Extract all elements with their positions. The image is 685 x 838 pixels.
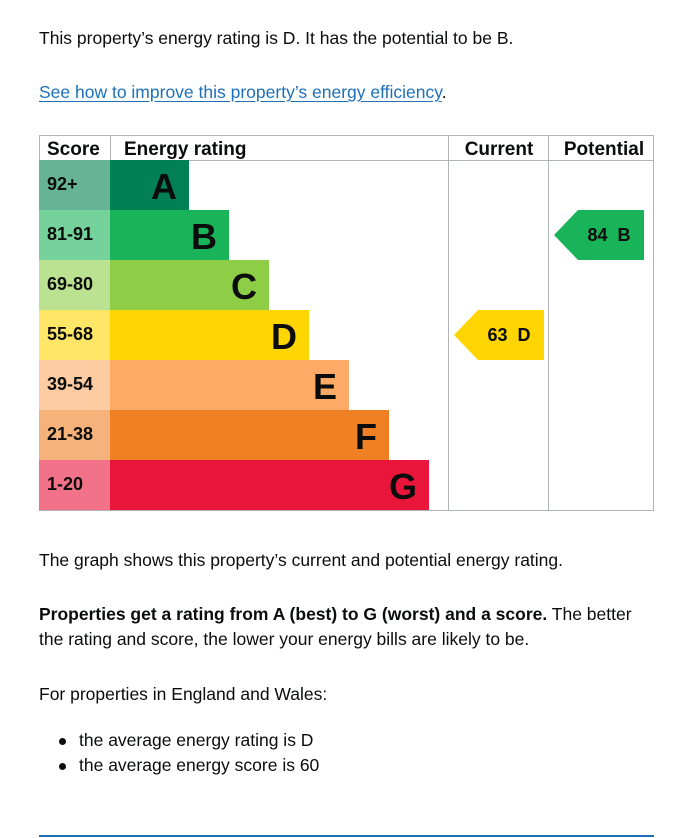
list-item: the average energy score is 60	[39, 753, 319, 778]
band-row: 92+ A	[39, 160, 189, 210]
band-letter: C	[231, 266, 257, 307]
graph-note: The graph shows this property’s current …	[39, 550, 564, 570]
list-item: the average energy rating is D	[39, 728, 319, 753]
header-current: Current	[465, 139, 534, 160]
band-bar	[110, 310, 309, 360]
section-divider	[39, 835, 654, 837]
bands-layer: 92+ A 81-91 B 69-80 C 55-68 D 39-54 E	[39, 160, 429, 510]
band-range-label: 55-68	[47, 324, 93, 344]
band-range-cell	[39, 210, 110, 260]
band-bar	[110, 160, 189, 210]
current-rating-arrow	[454, 310, 544, 360]
band-bar	[110, 260, 269, 310]
potential-rating-arrow	[554, 210, 644, 260]
band-bar	[110, 210, 229, 260]
band-letter: G	[389, 466, 417, 507]
band-row: 69-80 C	[39, 260, 269, 310]
band-range-cell	[39, 310, 110, 360]
band-bar	[110, 410, 389, 460]
band-letter: F	[355, 416, 377, 457]
current-rating-label: 63 D	[487, 325, 530, 345]
band-letter: A	[151, 166, 177, 207]
energy-rating-chart: Score Energy rating Current Potential 92…	[39, 135, 654, 511]
header-potential: Potential	[564, 139, 644, 160]
band-row: 1-20 G	[39, 460, 429, 510]
rating-summary: This property’s energy rating is D. It h…	[39, 28, 514, 48]
current-rating-marker: 63 D	[454, 310, 544, 360]
band-range-label: 21-38	[47, 424, 93, 444]
band-range-label: 92+	[47, 174, 78, 194]
potential-rating-label: 84 B	[587, 225, 630, 245]
averages-heading: For properties in England and Wales:	[39, 684, 328, 704]
band-row: 39-54 E	[39, 360, 349, 410]
band-range-cell	[39, 260, 110, 310]
rating-explanation: Properties get a rating from A (best) to…	[39, 602, 654, 652]
band-range-label: 39-54	[47, 374, 93, 394]
band-range-cell	[39, 160, 110, 210]
band-bar	[110, 360, 349, 410]
band-range-label: 69-80	[47, 274, 93, 294]
averages-list: the average energy rating is D the avera…	[39, 728, 319, 778]
band-letter: D	[271, 316, 297, 357]
band-letter: B	[191, 216, 217, 257]
band-range-label: 1-20	[47, 474, 83, 494]
rating-explanation-rest: The better the rating and score, the low…	[39, 604, 632, 649]
band-range-cell	[39, 360, 110, 410]
band-range-cell	[39, 460, 110, 510]
header-score: Score	[47, 139, 100, 160]
band-row: 21-38 F	[39, 410, 389, 460]
band-letter: E	[313, 366, 337, 407]
band-row: 55-68 D	[39, 310, 309, 360]
rating-explanation-bold: Properties get a rating from A (best) to…	[39, 604, 548, 624]
band-bar	[110, 460, 429, 510]
improve-link-paragraph: See how to improve this property’s energ…	[39, 80, 447, 105]
band-range-cell	[39, 410, 110, 460]
band-row: 81-91 B	[39, 210, 229, 260]
improve-efficiency-link[interactable]: See how to improve this property’s energ…	[39, 82, 442, 102]
link-suffix: .	[441, 82, 447, 102]
band-range-label: 81-91	[47, 224, 93, 244]
potential-rating-marker: 84 B	[554, 210, 644, 260]
header-energy-rating: Energy rating	[124, 139, 246, 160]
